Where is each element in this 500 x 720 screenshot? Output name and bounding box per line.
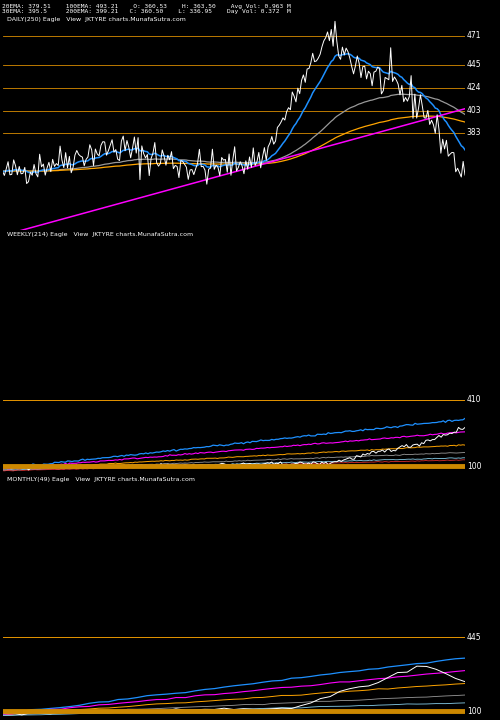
Text: 30EMA: 395.5     200EMA: 399.21   C: 360.50    L: 336.95    Day Vol: 0.372  M: 30EMA: 395.5 200EMA: 399.21 C: 360.50 L:… (2, 9, 291, 14)
Text: 383: 383 (467, 128, 481, 138)
Text: 100: 100 (467, 707, 481, 716)
Text: 424: 424 (467, 84, 481, 92)
Text: MONTHLY(49) Eagle   View  JKTYRE charts.MunafaSutra.com: MONTHLY(49) Eagle View JKTYRE charts.Mun… (7, 477, 195, 482)
Text: 471: 471 (467, 32, 481, 40)
Text: 445: 445 (467, 633, 481, 642)
Text: DAILY(250) Eagle   View  JKTYRE charts.MunafaSutra.com: DAILY(250) Eagle View JKTYRE charts.Muna… (7, 17, 186, 22)
Text: 20EMA: 379.51    100EMA: 493.21    O: 360.53    H: 363.50    Avg Vol: 0.963 M: 20EMA: 379.51 100EMA: 493.21 O: 360.53 H… (2, 4, 291, 9)
Text: 100: 100 (467, 462, 481, 471)
Text: WEEKLY(214) Eagle   View  JKTYRE charts.MunafaSutra.com: WEEKLY(214) Eagle View JKTYRE charts.Mun… (7, 233, 193, 238)
Text: 410: 410 (467, 395, 481, 405)
Text: 403: 403 (467, 107, 481, 115)
Text: 445: 445 (467, 60, 481, 69)
